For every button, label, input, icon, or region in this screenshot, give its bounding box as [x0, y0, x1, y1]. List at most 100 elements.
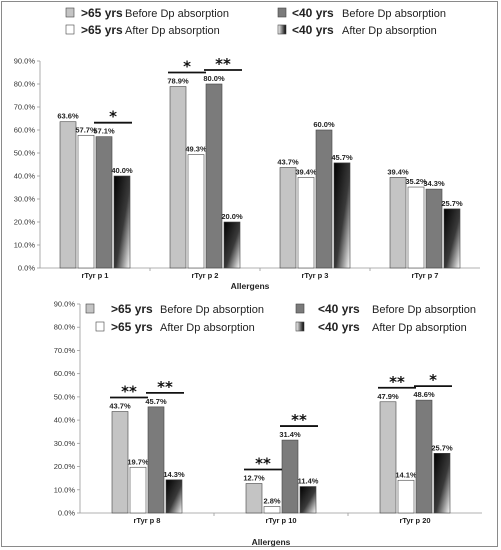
data-label: 40.0%: [111, 166, 133, 175]
y-tick-label: 20.0%: [54, 462, 76, 471]
bar: [407, 186, 425, 269]
legend-item-younger-before: <40 yrs Before Dp absorption: [295, 302, 476, 316]
bar: [147, 406, 165, 514]
legend-label: After Dp absorption: [372, 322, 467, 334]
legend-item-older-before: >65 yrs Before Dp absorption: [85, 302, 264, 316]
data-label: 48.6%: [413, 390, 435, 399]
legend-group: >65 yrs: [111, 320, 153, 334]
y-tick-label: 30.0%: [14, 195, 36, 204]
data-label: 45.7%: [145, 397, 167, 406]
data-label: 11.4%: [298, 477, 319, 486]
bar: [389, 177, 407, 269]
y-tick-label: 50.0%: [54, 392, 76, 401]
significance-stars: **: [291, 411, 307, 429]
legend-item-older-after: >65 yrs After Dp absorption: [65, 23, 220, 37]
legend-swatch-light-gray: [85, 303, 95, 314]
legend-group: <40 yrs: [292, 23, 334, 37]
bar: [111, 411, 129, 514]
chart-bottom: 0.0% 10.0% 20.0% 30.0% 40.0% 50.0% 60.0% 70.0% 8…: [54, 300, 482, 547]
y-tick-label: 60.0%: [54, 369, 76, 378]
bar: [129, 466, 147, 514]
category-label: rTyr p 1: [82, 271, 109, 280]
data-label: 63.6%: [57, 112, 79, 121]
legend-swatch-gradient: [295, 321, 305, 332]
data-label: 25.7%: [441, 199, 463, 208]
bar: [443, 208, 461, 269]
legend-group: <40 yrs: [318, 320, 360, 334]
bar: [315, 129, 333, 269]
legend-label: After Dp absorption: [160, 322, 255, 334]
data-label: 45.7%: [331, 153, 353, 162]
legend-swatch-white: [95, 321, 105, 332]
data-label: 57.7%: [75, 125, 97, 134]
legend-label: After Dp absorption: [125, 25, 220, 37]
legend-label: Before Dp absorption: [372, 304, 476, 316]
legend-item-older-after: >65 yrs After Dp absorption: [95, 320, 255, 334]
y-tick-label: 70.0%: [54, 346, 76, 355]
significance-stars: **: [389, 373, 405, 391]
legend-label: Before Dp absorption: [342, 8, 446, 20]
significance-stars: **: [121, 383, 137, 401]
bar: [379, 401, 397, 514]
bar: [299, 486, 317, 514]
category-label: rTyr p 8: [134, 516, 161, 525]
data-label: 80.0%: [203, 74, 225, 83]
y-tick-label: 20.0%: [14, 218, 36, 227]
y-tick-label: 40.0%: [14, 172, 36, 181]
legend-group: >65 yrs: [81, 6, 123, 20]
y-tick-label: 0.0%: [58, 509, 75, 518]
legend-bottom: >65 yrs Before Dp absorption <40 yrs Bef…: [85, 302, 476, 334]
data-label: 39.4%: [295, 167, 317, 176]
bar: [77, 134, 95, 269]
legend-item-younger-before: <40 yrs Before Dp absorption: [277, 6, 446, 20]
legend-group: >65 yrs: [81, 23, 123, 37]
legend-swatch-light-gray: [65, 7, 75, 18]
legend-group: >65 yrs: [111, 302, 153, 316]
y-tick-label: 50.0%: [14, 149, 36, 158]
bar: [333, 162, 351, 269]
legend-item-younger-after: <40 yrs After Dp absorption: [277, 23, 437, 37]
data-label: 25.7%: [431, 443, 453, 452]
y-tick-label: 80.0%: [14, 80, 36, 89]
x-axis-title: Allergens: [231, 281, 270, 291]
legend-item-older-before: >65 yrs Before Dp absorption: [65, 6, 229, 20]
chart-top: 0.0% 10.0% 20.0% 30.0% 40.0% 50.0% 60.0% 70.0% 8…: [14, 55, 480, 291]
bar: [433, 453, 451, 514]
legend-item-younger-after: <40 yrs After Dp absorption: [295, 320, 467, 334]
bar: [425, 188, 443, 269]
data-label: 35.2%: [405, 177, 427, 186]
data-label: 43.7%: [277, 157, 299, 166]
y-tick-label: 80.0%: [54, 323, 76, 332]
data-label: 47.9%: [377, 392, 399, 401]
category-label: rTyr p 2: [192, 271, 219, 280]
legend-swatch-dark-gray: [295, 303, 305, 314]
data-label: 2.8%: [263, 496, 280, 505]
bar: [165, 479, 183, 514]
category-label: rTyr p 3: [302, 271, 329, 280]
x-axis-title: Allergens: [252, 537, 291, 547]
y-tick-label: 70.0%: [14, 103, 36, 112]
legend-label: After Dp absorption: [342, 25, 437, 37]
data-label: 49.3%: [185, 145, 207, 154]
y-tick-label: 60.0%: [14, 126, 36, 135]
data-label: 14.1%: [395, 470, 417, 479]
bar: [187, 154, 205, 269]
bar: [297, 177, 315, 269]
legend-label: Before Dp absorption: [160, 304, 264, 316]
y-tick-label: 0.0%: [18, 264, 35, 273]
legend-top: >65 yrs Before Dp absorption <40 yrs Bef…: [65, 6, 446, 37]
bar: [263, 506, 281, 514]
data-label: 19.7%: [127, 457, 149, 466]
data-label: 43.7%: [109, 402, 131, 411]
significance-stars: **: [157, 378, 173, 396]
data-label: 12.7%: [243, 474, 265, 483]
y-tick-label: 40.0%: [54, 416, 76, 425]
bar: [205, 83, 223, 269]
bar: [59, 121, 77, 269]
category-label: rTyr p 10: [265, 516, 296, 525]
legend-group: <40 yrs: [292, 6, 334, 20]
data-label: 57.1%: [93, 127, 115, 136]
data-label: 78.9%: [167, 77, 189, 86]
